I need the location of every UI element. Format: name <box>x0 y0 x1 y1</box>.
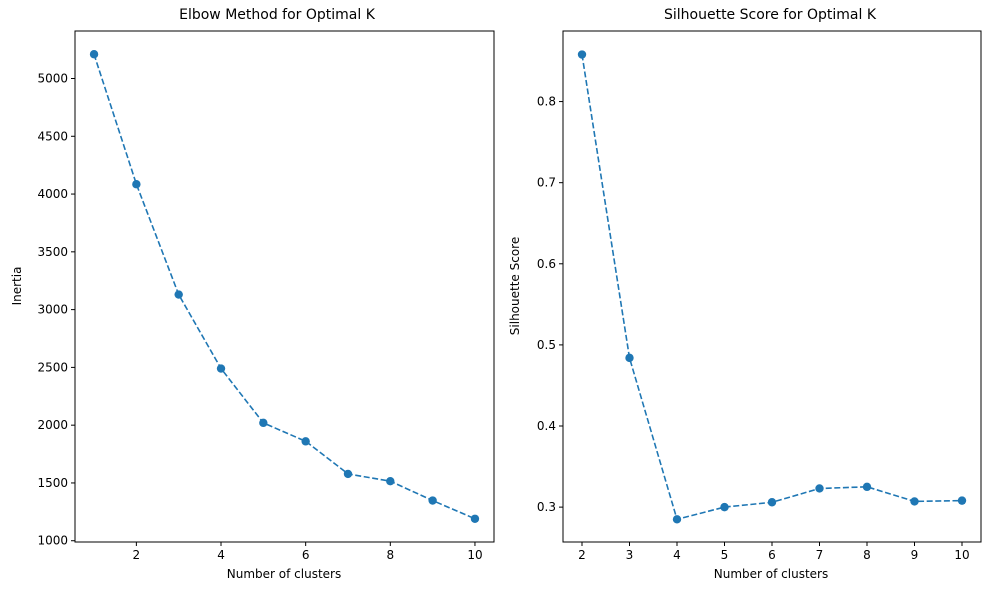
elbow-chart: Elbow Method for Optimal K 2 4 6 8 10 1000 15… <box>10 7 495 581</box>
elbow-x-axis-label: Number of clusters <box>227 567 341 581</box>
elbow-y-tick-label: 2000 <box>37 418 68 432</box>
elbow-data-point <box>132 180 141 189</box>
silhouette-y-ticks: 0.3 0.4 0.5 0.6 0.7 0.8 <box>537 95 563 514</box>
elbow-data-point <box>216 364 226 373</box>
elbow-y-tick-label: 3000 <box>37 303 68 317</box>
silhouette-x-tick-label: 3 <box>626 548 634 562</box>
elbow-y-tick-label: 5000 <box>37 71 68 85</box>
elbow-x-tick-label: 10 <box>467 548 482 562</box>
silhouette-data-point <box>625 353 634 363</box>
silhouette-data-point <box>862 482 872 492</box>
elbow-x-tick-label: 4 <box>217 548 225 562</box>
elbow-data-point <box>259 418 268 428</box>
elbow-x-tick-label: 6 <box>302 548 310 562</box>
elbow-chart-title: Elbow Method for Optimal K <box>179 7 376 23</box>
silhouette-x-tick-label: 4 <box>673 548 681 562</box>
silhouette-y-tick-label: 0.7 <box>537 176 556 190</box>
silhouette-y-tick-label: 0.5 <box>537 338 556 352</box>
silhouette-data-point <box>910 497 919 506</box>
silhouette-x-tick-label: 6 <box>768 548 776 562</box>
silhouette-y-tick-label: 0.4 <box>537 419 556 433</box>
silhouette-plot-area <box>577 50 967 524</box>
elbow-y-tick-label: 4500 <box>37 129 68 143</box>
elbow-x-ticks: 2 4 6 8 10 <box>133 542 483 562</box>
silhouette-data-point <box>767 498 777 507</box>
silhouette-x-tick-label: 9 <box>911 548 919 562</box>
silhouette-y-tick-label: 0.6 <box>537 257 556 271</box>
silhouette-data-point <box>720 502 729 512</box>
elbow-data-point <box>386 477 395 486</box>
silhouette-y-tick-label: 0.3 <box>537 500 556 514</box>
elbow-series-line <box>93 53 476 520</box>
elbow-y-tick-label: 3500 <box>37 245 68 259</box>
silhouette-x-tick-label: 7 <box>816 548 824 562</box>
silhouette-y-tick-label: 0.8 <box>537 95 556 109</box>
elbow-data-point <box>428 496 437 505</box>
elbow-y-tick-label: 1500 <box>37 476 68 490</box>
elbow-axes-frame <box>74 30 495 543</box>
silhouette-x-axis-label: Number of clusters <box>714 567 828 581</box>
silhouette-y-axis-label: Silhouette Score <box>508 237 522 335</box>
silhouette-chart-title: Silhouette Score for Optimal K <box>664 7 877 23</box>
elbow-data-point <box>470 514 480 523</box>
elbow-y-tick-label: 4000 <box>37 187 68 201</box>
elbow-x-tick-label: 8 <box>386 548 394 562</box>
elbow-y-axis-label: Inertia <box>10 267 24 306</box>
silhouette-x-tick-label: 2 <box>578 548 586 562</box>
elbow-y-tick-label: 2500 <box>37 360 68 374</box>
silhouette-chart: Silhouette Score for Optimal K 2 3 4 5 6 7 8 9 1… <box>508 7 982 581</box>
silhouette-data-point <box>672 515 682 524</box>
elbow-plot-area <box>89 50 480 523</box>
silhouette-data-point <box>577 50 587 59</box>
elbow-data-point <box>301 437 310 446</box>
silhouette-x-tick-label: 8 <box>863 548 871 562</box>
elbow-x-tick-label: 2 <box>133 548 141 562</box>
elbow-data-point <box>89 50 99 59</box>
silhouette-data-point <box>815 484 824 493</box>
silhouette-x-tick-label: 5 <box>721 548 729 562</box>
silhouette-x-tick-label: 10 <box>954 548 969 562</box>
elbow-data-point <box>174 290 183 299</box>
elbow-y-tick-label: 1000 <box>37 534 68 548</box>
elbow-y-ticks: 1000 1500 2000 2500 3000 3500 4000 4500 5000 <box>37 71 75 548</box>
elbow-data-point <box>343 469 353 479</box>
silhouette-x-ticks: 2 3 4 5 6 7 8 9 10 <box>578 542 970 562</box>
silhouette-data-point <box>957 496 967 505</box>
